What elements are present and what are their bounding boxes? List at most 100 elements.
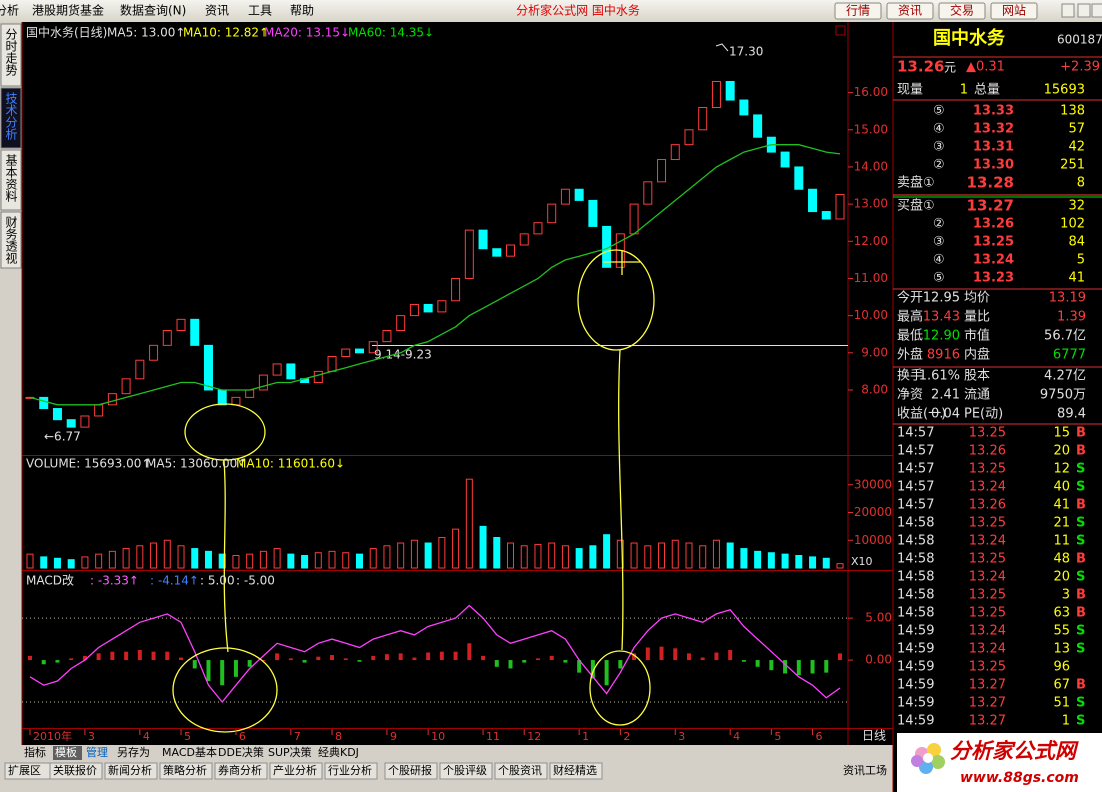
menu-item[interactable]: 资讯 (205, 4, 229, 18)
indicator-tab[interactable]: 模板 (55, 745, 77, 759)
macd-bar (728, 650, 733, 661)
tick-side: S (1076, 624, 1085, 639)
side-tab[interactable] (0, 87, 22, 149)
indicator-tab[interactable]: 管理 (86, 745, 108, 759)
bottom-button[interactable] (49, 762, 103, 780)
bottom-button[interactable] (324, 762, 378, 780)
bottom-button-label[interactable]: 个股资讯 (498, 764, 542, 777)
x-tick-label: 6 (816, 730, 823, 743)
bottom-button-label[interactable]: 关联报价 (53, 763, 97, 777)
bottom-button[interactable] (269, 762, 323, 780)
bottom-button[interactable] (384, 762, 438, 780)
tick-volume: 20 (1053, 570, 1070, 585)
bottom-button-label[interactable]: 行业分析 (328, 763, 372, 777)
toolbar-button-label[interactable]: 网站 (1002, 4, 1026, 18)
menu-item[interactable]: 工具 (248, 4, 272, 18)
indicator-tab[interactable]: 指标 (24, 745, 46, 759)
toolbar-button-label[interactable]: 资讯 (898, 4, 922, 18)
side-tab-label[interactable]: 财务透视 (4, 216, 18, 264)
side-tab-label[interactable]: 分时走势 (4, 28, 18, 76)
bottom-button-label[interactable]: 策略分析 (163, 763, 207, 777)
indicator-tab[interactable]: SUP决策 (268, 745, 312, 759)
toolbar-button[interactable] (834, 2, 882, 20)
tick-price: 13.27 (969, 696, 1006, 711)
bottom-button-label[interactable]: 新闻分析 (108, 763, 152, 777)
side-tab[interactable] (0, 149, 22, 211)
candle (80, 415, 90, 428)
stat-label: 净资 (897, 388, 923, 403)
toolbar-button-label[interactable]: 行情 (846, 4, 870, 18)
bottom-button[interactable] (214, 762, 268, 780)
book-label: ③ (933, 140, 945, 155)
menu-bar (0, 0, 1102, 22)
window-control[interactable] (1077, 3, 1091, 18)
x-tick-label: 5 (184, 730, 191, 743)
bottom-right-label[interactable]: 资讯工场 (843, 763, 887, 777)
candle (698, 106, 708, 131)
high-leader (715, 43, 729, 52)
menu-item[interactable]: 港股期货基金 (32, 3, 104, 18)
volume-bar (204, 550, 212, 569)
macd-bar (824, 660, 829, 673)
window-control[interactable] (1091, 3, 1102, 18)
tick-time: 14:57 (897, 426, 934, 441)
bottom-button[interactable] (549, 762, 603, 780)
indicator-tab[interactable]: DDE决策 (218, 745, 264, 759)
tick-volume: 3 (1062, 588, 1070, 603)
volume-bar (273, 548, 281, 569)
menu-item[interactable]: 帮助 (290, 4, 314, 18)
tick-time: 14:57 (897, 444, 934, 459)
bottom-button-label[interactable]: 扩展区 (8, 763, 41, 777)
stat-label: 市值 (964, 328, 990, 344)
volume-bar (301, 555, 309, 569)
tab-selected[interactable] (53, 746, 82, 760)
menu-item[interactable]: 分析 (0, 4, 19, 18)
candle (588, 199, 598, 227)
side-tab[interactable] (0, 211, 22, 269)
volume-bar (671, 539, 679, 569)
candle (149, 344, 159, 361)
bottom-button[interactable] (439, 762, 493, 780)
menu-item[interactable]: 数据查询(N) (120, 3, 186, 18)
side-tab-label[interactable]: 基本资料 (4, 154, 18, 202)
y-tick-label: 12.00 (854, 234, 888, 248)
tick-side: S (1076, 714, 1085, 729)
candle (135, 359, 145, 380)
bottom-button[interactable] (159, 762, 213, 780)
macd-bar (124, 651, 129, 661)
bottom-button-label[interactable]: 个股研报 (388, 763, 432, 777)
x-tick-label: 1 (582, 730, 589, 743)
bottom-button-label[interactable]: 个股评级 (443, 764, 487, 777)
toolbar-button[interactable] (990, 2, 1038, 20)
y-tick-label: 9.00 (861, 345, 888, 359)
indicator-tab[interactable]: 经典KDJ (318, 745, 359, 759)
toolbar-button-label[interactable]: 交易 (950, 3, 974, 18)
macd-bar (563, 660, 568, 663)
macd-bar (137, 650, 142, 661)
candle (835, 193, 845, 220)
volume-bar (520, 545, 528, 569)
bottom-button-label[interactable]: 财经精选 (553, 763, 597, 777)
volume-bar (493, 536, 501, 569)
toolbar-button[interactable] (938, 2, 986, 20)
bottom-button-label[interactable]: 券商分析 (218, 763, 262, 777)
candle (670, 144, 680, 161)
bottom-button[interactable] (494, 762, 548, 780)
side-tab-label[interactable]: 技术分析 (4, 92, 18, 141)
stat-value: 1.61% (919, 369, 960, 384)
side-tab[interactable] (0, 23, 22, 87)
candle (657, 159, 667, 183)
volume-bar (658, 542, 666, 569)
bottom-button-label[interactable]: 产业分析 (273, 763, 317, 777)
stat-value: 9750万 (1040, 388, 1086, 403)
macd-bar (522, 660, 527, 663)
dif-line (29, 604, 841, 704)
volume-bar (767, 552, 775, 569)
indicator-tab[interactable]: 另存为 (117, 745, 150, 759)
book-volume: 57 (1068, 122, 1085, 137)
bottom-button[interactable] (104, 762, 158, 780)
volume-header: VOLUME: 15693.00↑ (26, 457, 151, 471)
indicator-tab[interactable]: MACD基本 (162, 745, 217, 759)
window-control[interactable] (1061, 3, 1075, 18)
toolbar-button[interactable] (886, 2, 934, 20)
